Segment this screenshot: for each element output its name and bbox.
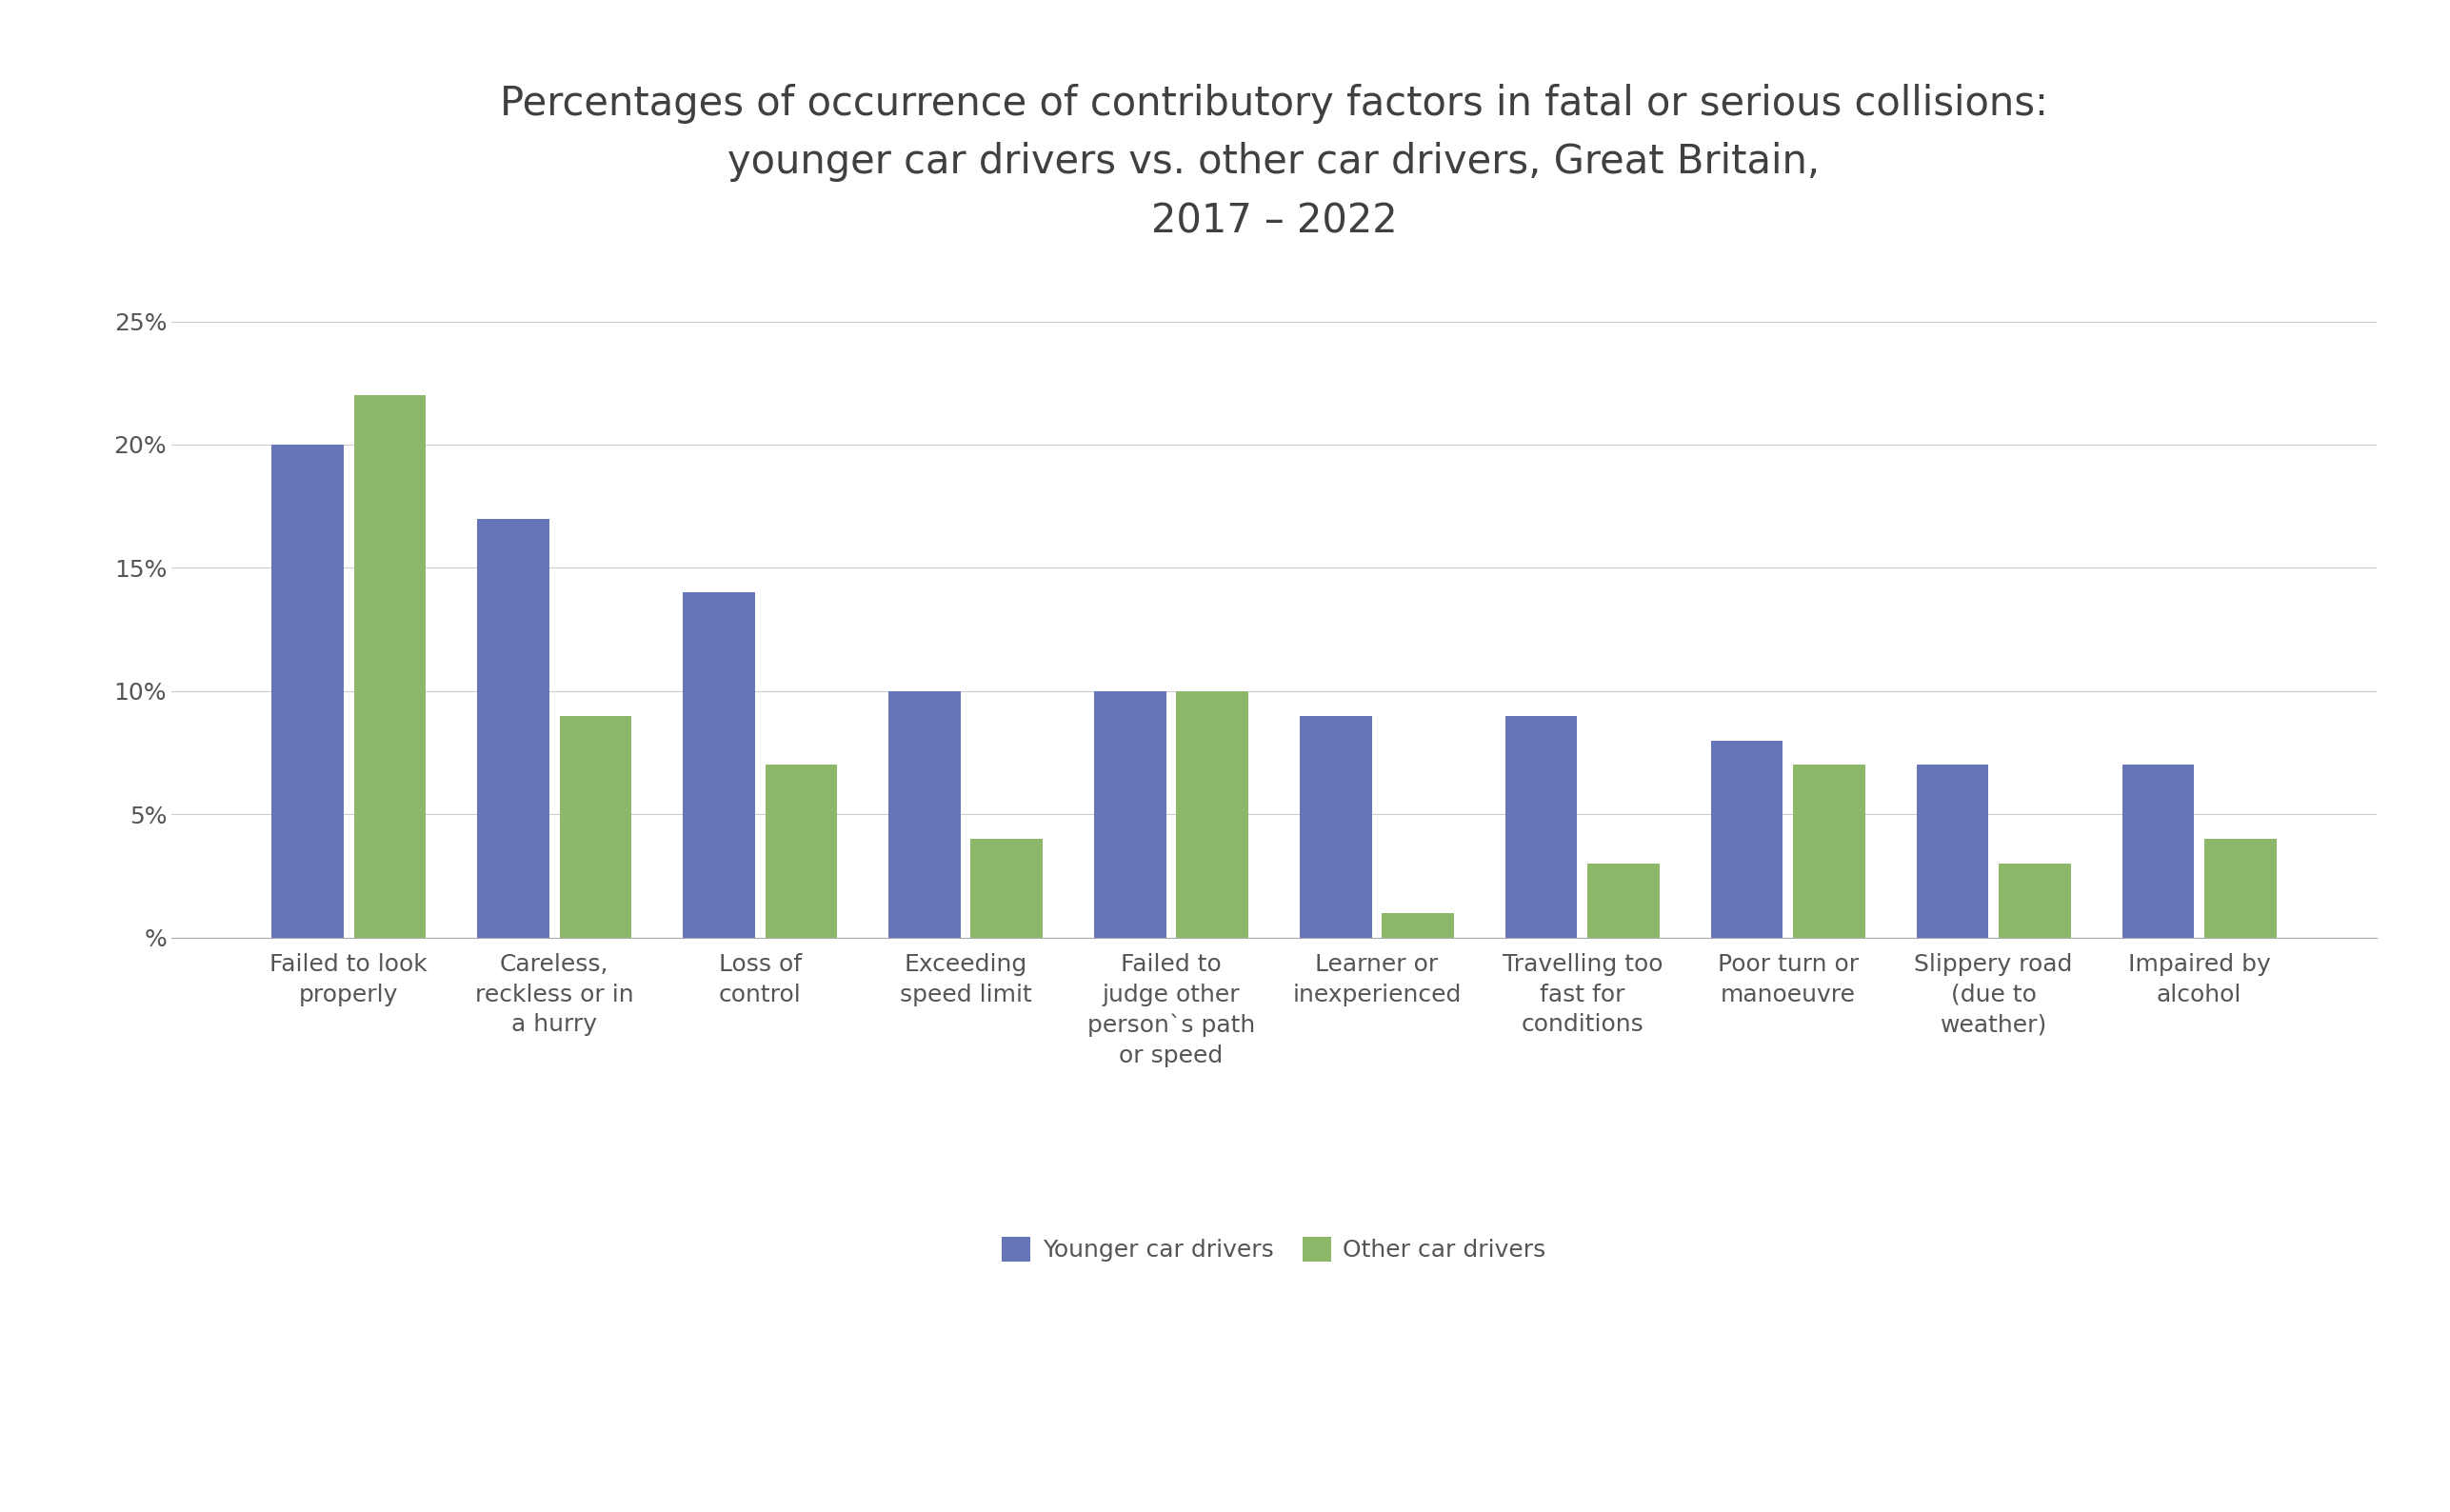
Bar xyxy=(1710,741,1784,937)
Bar xyxy=(1916,765,1989,937)
Title: Percentages of occurrence of contributory factors in fatal or serious collisions: Percentages of occurrence of contributor… xyxy=(500,83,2048,240)
Legend: Younger car drivers, Other car drivers: Younger car drivers, Other car drivers xyxy=(992,1228,1556,1272)
Bar xyxy=(1382,913,1453,937)
Bar xyxy=(272,445,343,937)
Bar xyxy=(684,593,755,937)
Bar xyxy=(764,765,838,937)
Bar xyxy=(1588,863,1659,937)
Bar xyxy=(2205,839,2276,937)
Bar xyxy=(1176,691,1250,937)
Bar xyxy=(1095,691,1166,937)
Bar xyxy=(478,519,549,937)
Bar xyxy=(559,715,632,937)
Bar xyxy=(970,839,1044,937)
Bar xyxy=(1793,765,1864,937)
Bar xyxy=(353,395,426,937)
Bar xyxy=(1999,863,2070,937)
Bar xyxy=(2122,765,2195,937)
Bar xyxy=(1298,715,1372,937)
Bar xyxy=(1504,715,1578,937)
Bar xyxy=(889,691,960,937)
